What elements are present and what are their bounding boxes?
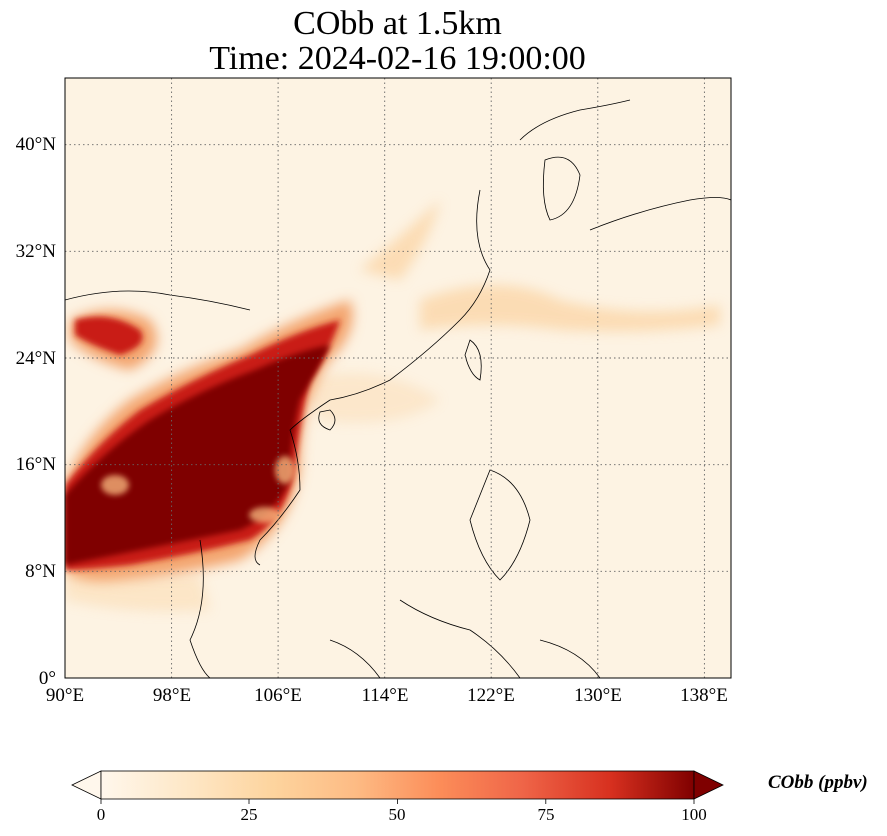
colorbar-extend-low <box>71 770 102 800</box>
lat-tick-24n: 24°N <box>15 348 56 369</box>
colorbar-tick-0: 0 <box>96 805 106 824</box>
lon-tick-106e: 106°E <box>254 685 302 706</box>
lat-tick-16n: 16°N <box>15 454 56 475</box>
map-panel <box>64 77 732 679</box>
colorbar-gradient <box>100 770 695 800</box>
title-line-2: Time: 2024-02-16 19:00:00 <box>209 40 586 77</box>
colorbar-tick-50: 50 <box>388 805 406 824</box>
lon-tick-98e: 98°E <box>152 685 192 706</box>
colorbar-tick-100: 100 <box>681 805 707 824</box>
lon-tick-122e: 122°E <box>467 685 515 706</box>
lon-tick-114e: 114°E <box>361 685 409 706</box>
lon-tick-138e: 138°E <box>680 685 728 706</box>
title-line-1: CObb at 1.5km <box>293 5 502 42</box>
lat-tick-32n: 32°N <box>15 241 56 262</box>
coastlines <box>65 99 731 678</box>
gridlines <box>65 78 731 678</box>
lat-tick-8n: 8°N <box>25 561 56 582</box>
lat-tick-40n: 40°N <box>15 134 56 155</box>
colorbar-label: CObb (ppbv) <box>768 772 868 793</box>
colorbar-extend-high <box>693 770 724 800</box>
lon-tick-90e: 90°E <box>45 685 85 706</box>
lat-tick-0: 0° <box>38 668 56 689</box>
lon-tick-130e: 130°E <box>574 685 622 706</box>
concentration-field <box>65 99 731 678</box>
colorbar-tick-25: 25 <box>240 805 258 824</box>
colorbar-tick-75: 75 <box>537 805 555 824</box>
map-frame <box>64 77 732 679</box>
